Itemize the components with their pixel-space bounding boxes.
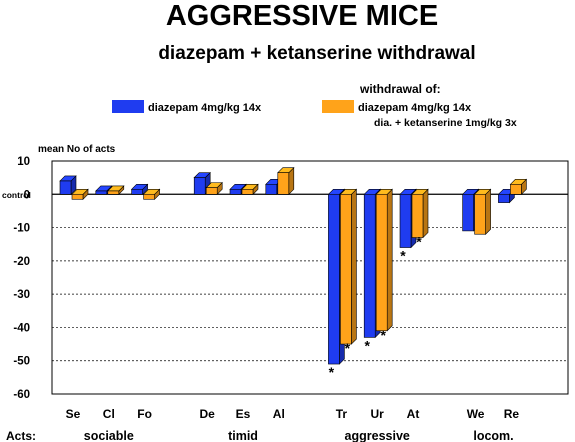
bar bbox=[509, 178, 528, 196]
plot-frame bbox=[51, 160, 569, 395]
x-axis-category-labels: Se Cl Fo De Es Al Tr Ur At We Re bbox=[66, 407, 520, 421]
bar-front bbox=[474, 193, 486, 235]
bar-front bbox=[71, 193, 84, 200]
legend-swatch-diazepam bbox=[112, 100, 144, 113]
bar-front bbox=[143, 193, 155, 200]
bar-side bbox=[386, 188, 393, 332]
bar-front bbox=[462, 193, 474, 232]
y-tick-label: -40 bbox=[13, 322, 30, 334]
y-tick-label: -20 bbox=[13, 256, 30, 268]
group-label: timid bbox=[228, 429, 258, 442]
bar bbox=[277, 166, 295, 196]
bar-front bbox=[363, 193, 376, 338]
bar-front bbox=[59, 180, 72, 195]
y-axis-label: mean No of acts bbox=[38, 144, 116, 155]
bar-side bbox=[485, 188, 491, 235]
bar bbox=[411, 188, 429, 239]
legend: diazepam 4mg/kg 14x diazepam 4mg/kg 14x … bbox=[112, 100, 517, 129]
control-label: control bbox=[2, 190, 31, 200]
x-tick-label: At bbox=[407, 407, 420, 421]
y-tick-label: 10 bbox=[17, 156, 30, 168]
x-tick-label: Fo bbox=[137, 407, 152, 421]
bar bbox=[71, 188, 89, 201]
legend-heading: withdrawal of: bbox=[359, 82, 441, 96]
significance-marker: * bbox=[380, 327, 386, 343]
bar-front bbox=[375, 193, 388, 332]
chart-subtitle: diazepam + ketanserine withdrawal bbox=[158, 43, 475, 64]
bar bbox=[142, 188, 161, 201]
legend-label-ketanserine-line2: dia. + ketanserine 1mg/kg 3x bbox=[374, 117, 517, 129]
x-tick-label: Se bbox=[66, 407, 81, 421]
bar-front bbox=[498, 193, 510, 203]
group-label: aggressive bbox=[345, 429, 410, 442]
bar bbox=[107, 185, 125, 196]
significance-marker: * bbox=[364, 337, 370, 353]
bar-front bbox=[205, 187, 218, 195]
bar-front bbox=[265, 184, 278, 195]
bar bbox=[229, 183, 247, 196]
bar-front bbox=[277, 172, 290, 195]
group-label: sociable bbox=[84, 429, 134, 442]
bar-front bbox=[340, 193, 352, 345]
legend-label-ketanserine: diazepam 4mg/kg 14x bbox=[358, 102, 472, 114]
bar-front bbox=[510, 184, 522, 195]
bar-side bbox=[422, 188, 429, 239]
y-tick-label: 0 bbox=[24, 189, 30, 201]
bar-front bbox=[107, 190, 120, 195]
significance-marker: * bbox=[416, 234, 422, 250]
chart-title: AGGRESSIVE MICE bbox=[166, 0, 438, 32]
bar bbox=[130, 183, 149, 196]
significance-marker: * bbox=[400, 248, 406, 264]
x-tick-label: We bbox=[467, 407, 485, 421]
bar-side bbox=[351, 188, 357, 345]
bar-front bbox=[399, 193, 412, 248]
y-tick-label: -50 bbox=[13, 356, 30, 368]
bar-front bbox=[193, 177, 206, 195]
bar bbox=[375, 188, 393, 332]
significance-marker: * bbox=[345, 340, 351, 356]
bar-front bbox=[241, 188, 254, 195]
x-tick-label: Al bbox=[273, 407, 285, 421]
bar bbox=[473, 188, 492, 235]
acts-label: Acts: bbox=[6, 429, 36, 442]
bar bbox=[205, 181, 223, 196]
y-axis-ticks: 10 0 -10 -20 -30 -40 -50 -60 bbox=[13, 156, 30, 401]
significance-marker: * bbox=[329, 364, 335, 380]
x-tick-label: Re bbox=[504, 407, 520, 421]
x-tick-label: De bbox=[200, 407, 216, 421]
significance-markers: * * * * * * bbox=[329, 234, 423, 380]
bar-front bbox=[95, 190, 108, 195]
group-label: locom. bbox=[473, 429, 513, 442]
bar bbox=[339, 188, 358, 345]
bar bbox=[59, 175, 77, 196]
x-tick-label: Cl bbox=[103, 407, 115, 421]
y-tick-label: -30 bbox=[13, 289, 30, 301]
x-tick-label: Tr bbox=[336, 407, 348, 421]
x-tick-label: Ur bbox=[371, 407, 385, 421]
legend-label-diazepam: diazepam 4mg/kg 14x bbox=[148, 102, 262, 114]
bar bbox=[241, 183, 259, 196]
y-tick-label: -10 bbox=[13, 223, 30, 235]
bar-front bbox=[131, 188, 143, 195]
x-tick-label: Es bbox=[236, 407, 251, 421]
y-tick-label: -60 bbox=[13, 389, 30, 401]
bar-front bbox=[229, 188, 242, 195]
bars bbox=[59, 166, 528, 365]
bar-front bbox=[328, 193, 340, 365]
category-group-labels: sociable timid aggressive locom. bbox=[84, 429, 514, 442]
legend-swatch-ketanserine bbox=[322, 100, 354, 113]
bar-front bbox=[411, 193, 424, 238]
